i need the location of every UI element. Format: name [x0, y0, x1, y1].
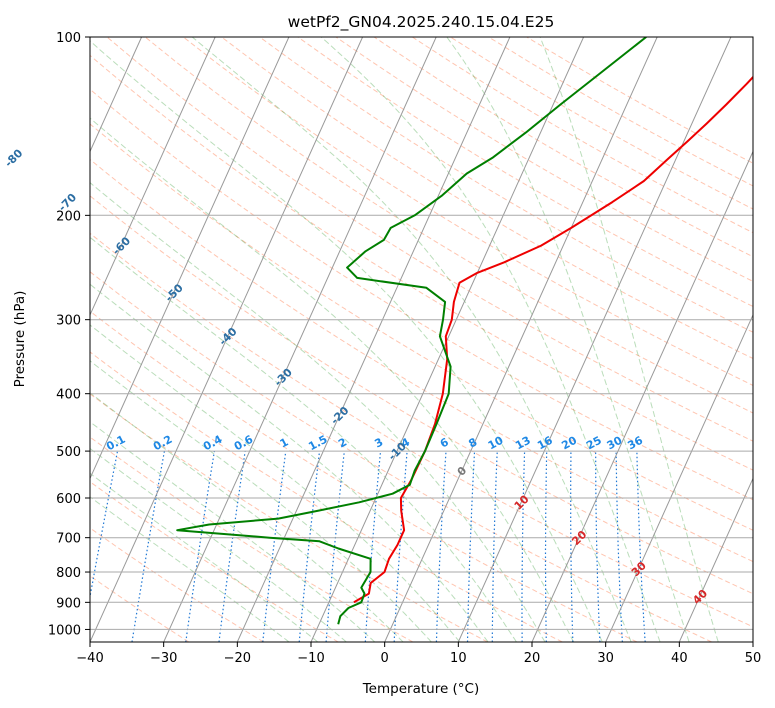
moist-adiabat: [90, 447, 347, 642]
moist-adiabat: [90, 360, 432, 642]
dry-adiabat: [90, 54, 753, 471]
x-tick-label: −10: [297, 651, 324, 666]
dry-adiabat: [90, 158, 753, 563]
moist-adiabat: [90, 182, 546, 642]
y-tick-label: 900: [56, 596, 81, 611]
y-tick-label: 300: [56, 314, 81, 329]
y-tick-label: 1000: [48, 623, 81, 638]
isotherm: [90, 37, 216, 317]
mixing-ratio-line: [364, 451, 382, 642]
dry-adiabat: [182, 37, 753, 386]
dry-adiabat: [259, 37, 753, 333]
x-tick-label: 30: [597, 651, 614, 666]
dry-adiabat: [90, 195, 753, 595]
moist-adiabat: [446, 37, 690, 642]
y-tick-label: 100: [56, 31, 81, 46]
mixing-ratio-line: [262, 451, 287, 642]
dry-adiabat: [90, 481, 339, 642]
x-tick-label: 0: [381, 651, 389, 666]
dry-adiabat: [90, 232, 753, 628]
y-axis-label: Pressure (hPa): [12, 291, 28, 388]
isotherm: [90, 37, 290, 480]
chart-title: wetPf2_GN04.2025.240.15.04.E25: [288, 13, 555, 32]
dry-adiabat: [90, 123, 753, 531]
mixing-ratio-line: [218, 451, 246, 642]
moist-adiabat: [191, 37, 632, 642]
isotherm: [90, 37, 364, 642]
dry-adiabat: [90, 351, 563, 642]
mixing-ratio-label: 16: [535, 434, 555, 453]
y-tick-label: 800: [56, 566, 81, 581]
dewpoint-line: [176, 37, 647, 625]
dry-adiabat: [90, 393, 488, 642]
moist-adiabat: [90, 421, 376, 642]
isotherm: [678, 477, 753, 642]
mixing-ratio-label: 36: [625, 434, 645, 453]
dry-adiabat: [90, 575, 190, 642]
mixing-ratio-label: 10: [486, 434, 506, 453]
dry-adiabat: [221, 37, 753, 360]
dry-adiabat: [90, 88, 753, 501]
y-tick-label: 200: [56, 209, 81, 224]
moist-adiabat: [90, 324, 461, 642]
isotherm: [90, 37, 143, 153]
y-tick-label: 500: [56, 445, 81, 460]
mixing-ratio-label: 20: [559, 434, 579, 453]
dry-adiabat: [90, 271, 712, 642]
moist-adiabat: [539, 37, 719, 642]
isotherm: [163, 37, 437, 642]
isotherm: [605, 313, 753, 642]
moist-adiabat: [90, 40, 603, 642]
temperature-line: [353, 75, 753, 604]
y-tick-label: 700: [56, 532, 81, 547]
x-tick-label: 10: [450, 651, 467, 666]
isotherm: [457, 37, 732, 642]
x-tick-label: −30: [150, 651, 177, 666]
moist-adiabat: [90, 283, 489, 642]
x-axis-label: Temperature (°C): [362, 681, 480, 697]
mixing-ratio-label: 13: [513, 434, 533, 453]
grid-lines: [90, 37, 753, 642]
axes: −40 −30 −20 −10 0 10 20 30 40 50 1000 900 800 700 600 5…: [48, 31, 761, 666]
x-tick-label: −40: [76, 651, 103, 666]
profile-series: [176, 37, 753, 625]
mixing-ratio-line: [298, 451, 321, 642]
mixing-ratio-line: [325, 451, 345, 642]
moist-adiabat: [90, 472, 319, 642]
isotherm: [531, 150, 753, 642]
mixing-ratio-label: 25: [584, 434, 604, 453]
mixing-ratio-label: 30: [605, 434, 625, 453]
mixing-ratio-line: [185, 451, 215, 642]
isotherm: [236, 37, 511, 642]
moist-adiabat: [320, 37, 661, 642]
x-tick-label: 50: [745, 651, 762, 666]
plot-frame: [89, 36, 754, 643]
isotherm: [384, 37, 658, 642]
moist-adiabat: [90, 117, 575, 642]
x-tick-label: 20: [524, 651, 541, 666]
x-tick-label: 40: [671, 651, 688, 666]
y-tick-label: 600: [56, 492, 81, 507]
y-tick-label: 400: [56, 388, 81, 403]
isotherm: [310, 37, 585, 642]
background-lines: [90, 37, 753, 642]
moist-adiabat: [90, 236, 517, 642]
x-tick-label: −20: [224, 651, 251, 666]
